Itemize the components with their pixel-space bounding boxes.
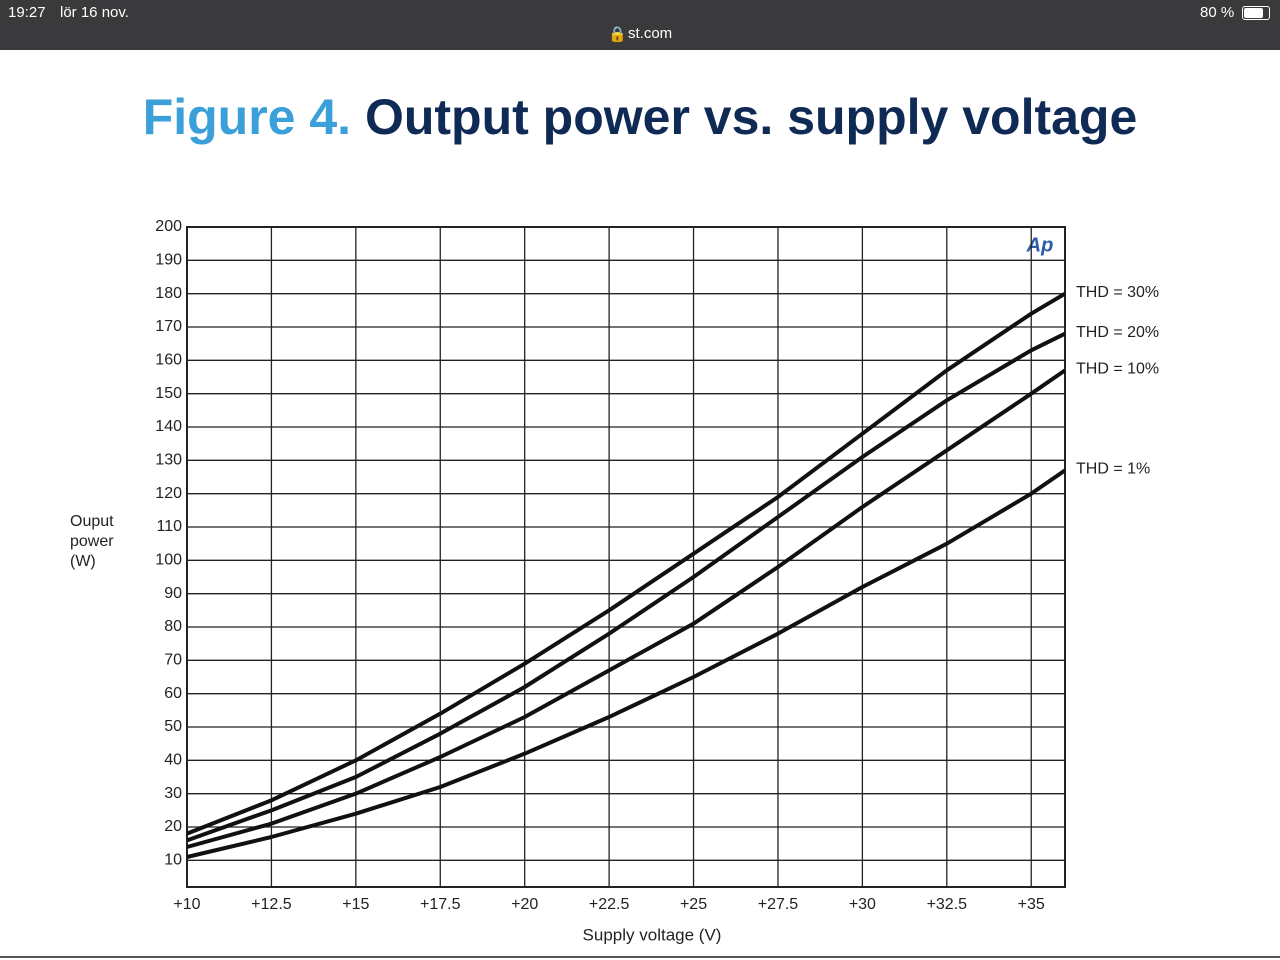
y-tick-label: 130 (155, 452, 182, 469)
x-tick-label: +17.5 (420, 896, 461, 913)
y-tick-label: 80 (164, 618, 182, 635)
y-tick-label: 40 (164, 752, 182, 769)
y-tick-label: 30 (164, 785, 182, 802)
x-tick-label: +15 (342, 896, 369, 913)
x-tick-label: +27.5 (758, 896, 799, 913)
series-label: THD = 10% (1076, 361, 1159, 378)
series-line (186, 291, 1067, 836)
figure-label: Figure 4. (142, 89, 352, 145)
x-tick-label: +12.5 (251, 896, 292, 913)
series-line (186, 368, 1067, 849)
url[interactable]: st.com (628, 25, 673, 42)
y-tick-label: 190 (155, 252, 182, 269)
x-tick-label: +30 (849, 896, 876, 913)
y-tick-label: 90 (164, 585, 182, 602)
series-label: THD = 1% (1076, 461, 1150, 478)
y-tick-label: 200 (155, 218, 182, 235)
y-axis-label: Ouput power (W) (70, 513, 114, 570)
x-axis-label: Supply voltage (V) (583, 925, 722, 944)
y-tick-label: 180 (155, 285, 182, 302)
time: 19:27 (8, 4, 46, 21)
x-tick-label: +20 (511, 896, 538, 913)
series-label: THD = 30% (1076, 284, 1159, 301)
y-tick-label: 10 (164, 852, 182, 869)
y-tick-label: 110 (156, 518, 182, 535)
date: lör 16 nov. (60, 4, 129, 21)
battery-icon (1242, 6, 1270, 20)
y-tick-label: 170 (155, 318, 182, 335)
x-tick-label: +35 (1018, 896, 1045, 913)
series-label: THD = 20% (1076, 324, 1159, 341)
y-tick-label: 150 (155, 385, 182, 402)
y-tick-label: 100 (155, 552, 182, 569)
series-line (186, 468, 1067, 859)
series-line (186, 331, 1066, 843)
x-tick-label: +10 (173, 896, 200, 913)
lock-icon: 🔒 (608, 26, 627, 43)
y-tick-label: 60 (164, 685, 182, 702)
x-tick-label: +25 (680, 896, 707, 913)
y-tick-label: 140 (155, 418, 182, 435)
y-tick-label: 70 (164, 652, 182, 669)
y-tick-label: 120 (155, 485, 182, 502)
title: Figure 4. Output power vs. supply voltag… (0, 88, 1280, 146)
battery-level: 80 % (1200, 4, 1235, 21)
x-tick-label: +22.5 (589, 896, 630, 913)
y-tick-label: 50 (164, 718, 182, 735)
chart-title: Output power vs. supply voltage (364, 89, 1138, 145)
x-tick-label: +32.5 (927, 896, 968, 913)
plot-frame (186, 226, 1066, 888)
status-bar: 19:27 lör 16 nov. 🔒 st.com 80 % (0, 0, 1280, 50)
y-tick-label: 160 (155, 352, 182, 369)
y-tick-label: 20 (164, 818, 182, 835)
logo: Ap (1026, 234, 1054, 256)
